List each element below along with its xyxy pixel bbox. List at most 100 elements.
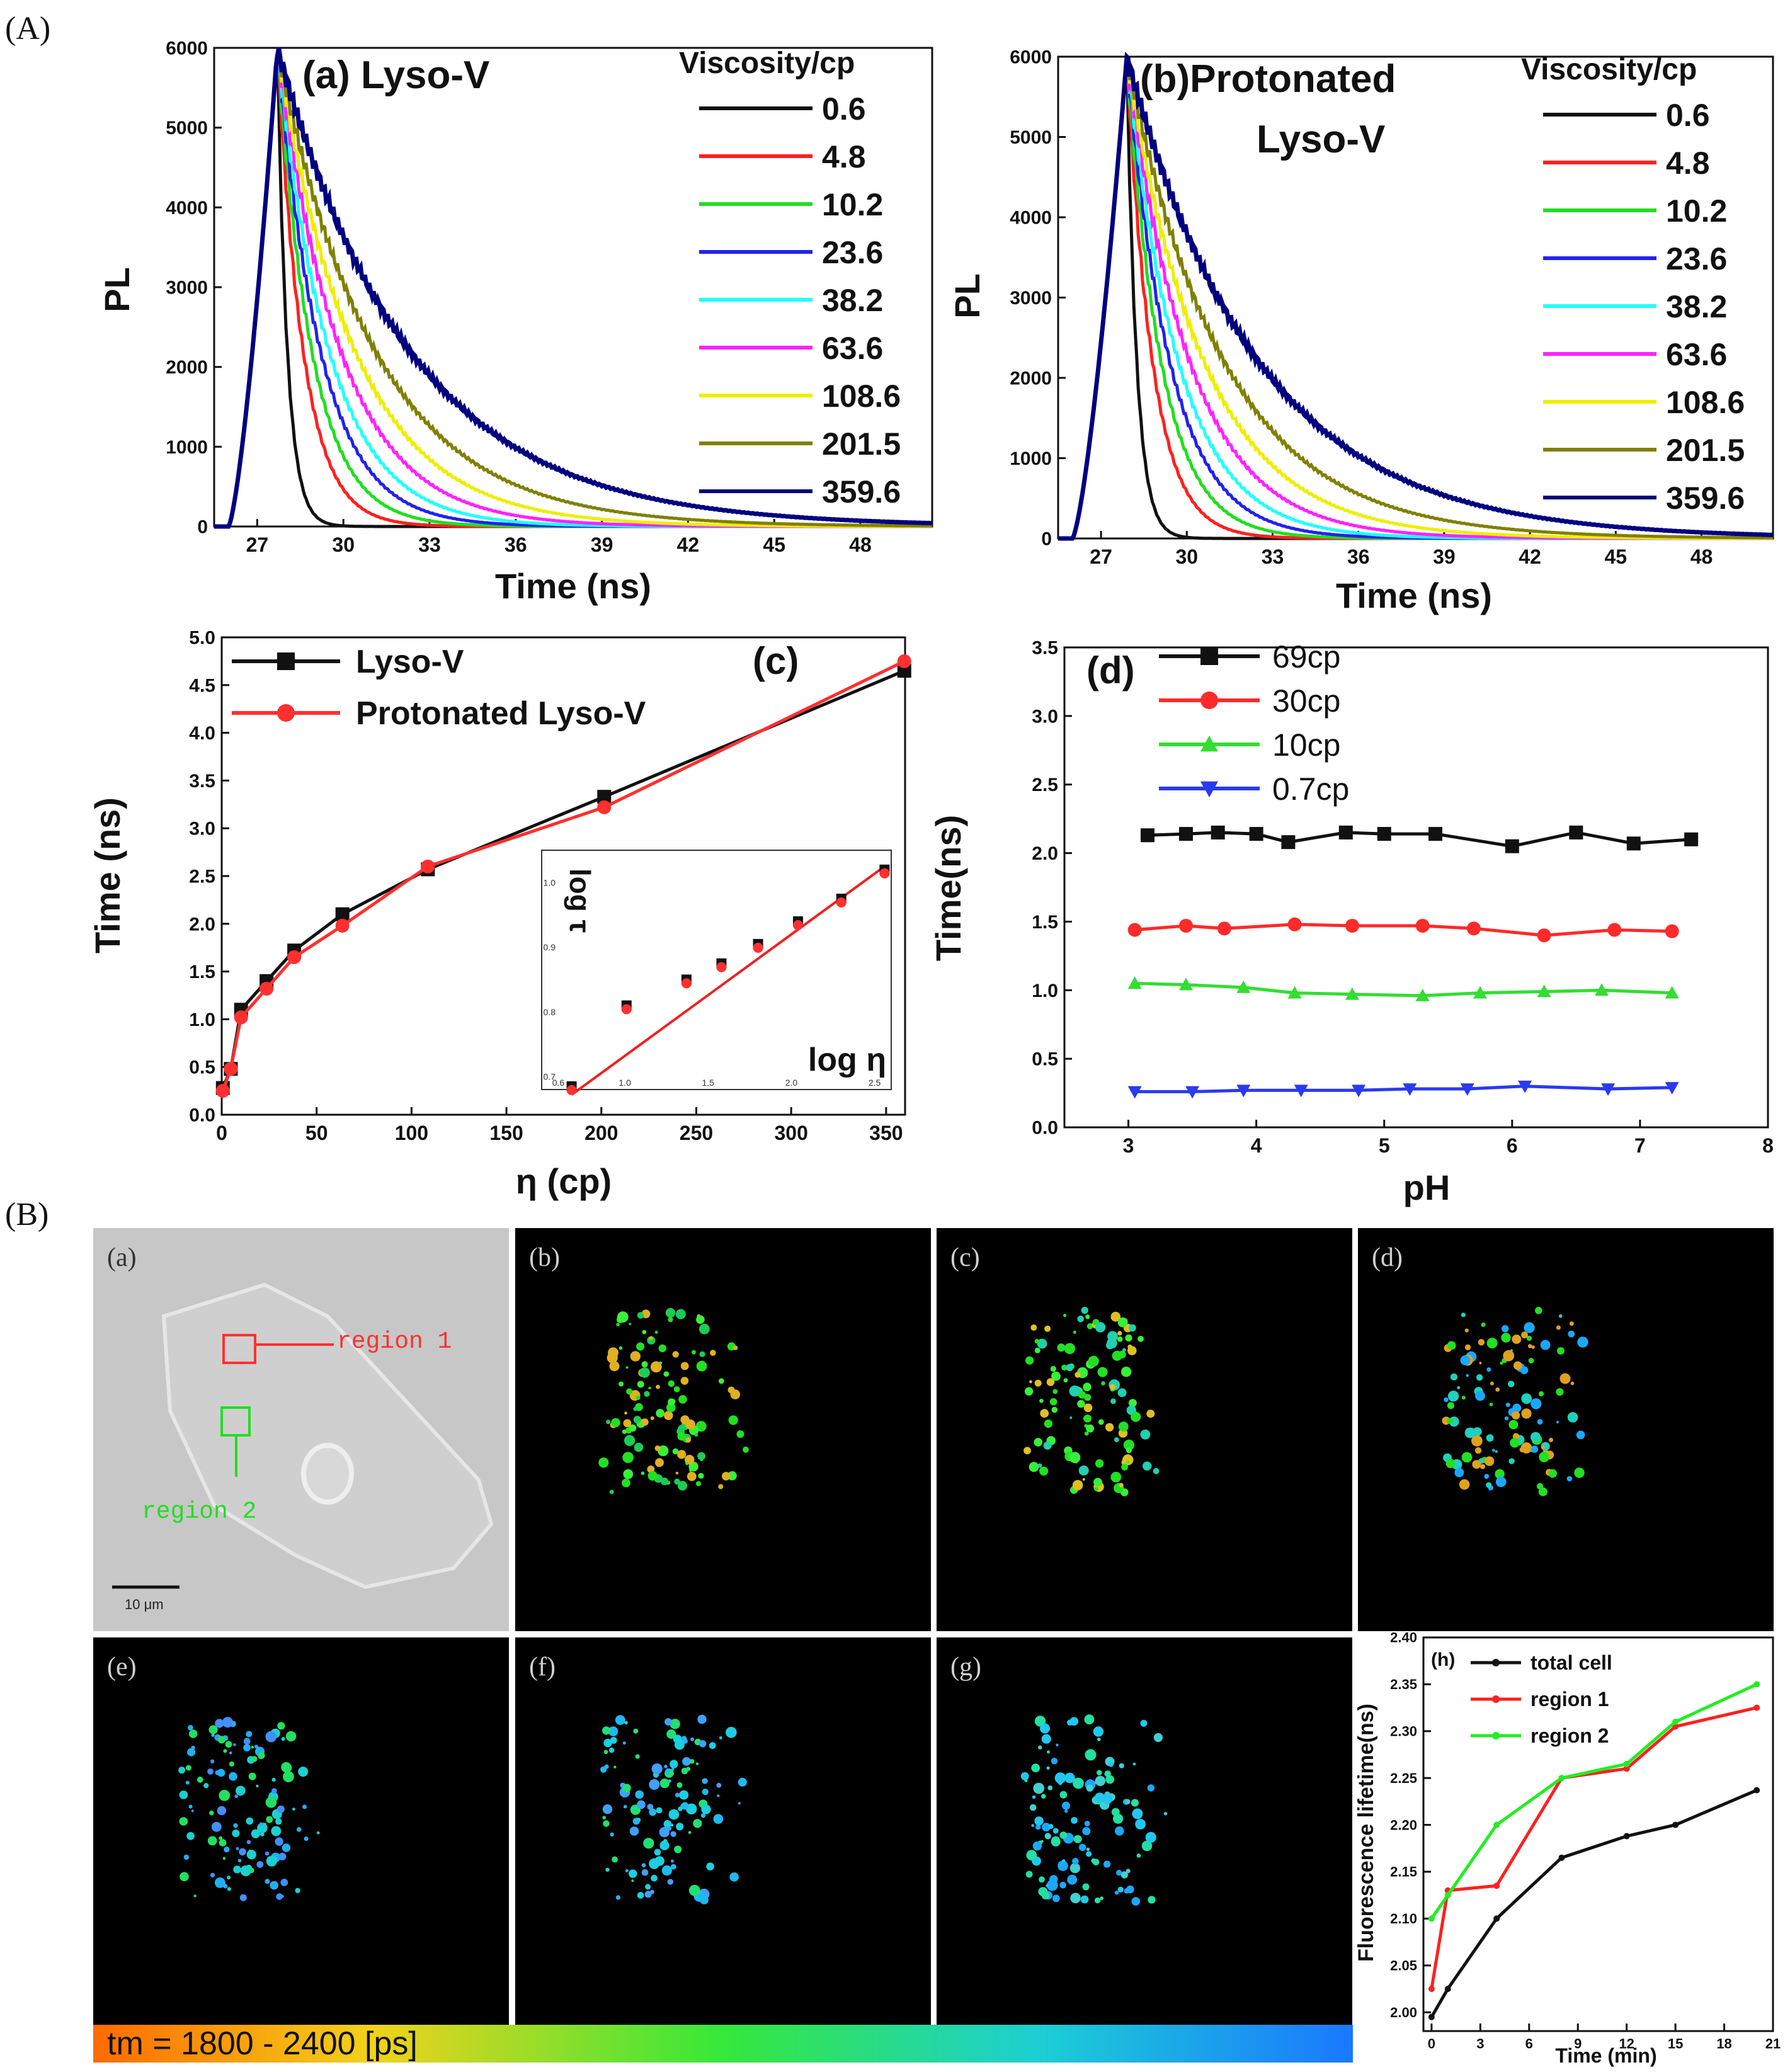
- data-point: [897, 664, 911, 678]
- data-point: [1415, 988, 1430, 1001]
- fluorescence-spot: [1062, 1859, 1066, 1863]
- x-tick-label: 48: [849, 533, 872, 556]
- fluorescence-spot: [678, 1395, 687, 1404]
- fluorescence-spot: [649, 1858, 660, 1869]
- fluorescence-spot: [1040, 1794, 1046, 1799]
- fluorescence-spot: [1097, 1367, 1108, 1377]
- fluorescence-spot: [673, 1386, 680, 1392]
- y-tick-label: 2.40: [1390, 1630, 1417, 1646]
- fluorescence-spot: [641, 1863, 646, 1867]
- fluorescence-spot: [1132, 1762, 1136, 1766]
- chart-h-legend: total cell region 1 region 2: [1471, 1651, 1612, 1747]
- fluorescence-spot: [602, 1726, 611, 1735]
- fluorescence-spot: [1073, 1835, 1082, 1843]
- fluorescence-spot: [689, 1759, 695, 1764]
- fluorescence-spot: [1057, 1343, 1066, 1352]
- fluorescence-spot: [637, 1380, 644, 1388]
- chart-c-legend: Lyso-V Protonated Lyso-V: [232, 644, 646, 732]
- data-point: [1558, 1854, 1565, 1861]
- legend-label-region 1: region 1: [1531, 1688, 1609, 1711]
- fluorescence-spot: [277, 1722, 285, 1730]
- fluorescence-spot: [686, 1803, 697, 1814]
- fluorescence-spot: [1029, 1380, 1032, 1384]
- fluorescence-spot: [718, 1484, 724, 1489]
- fluorescence-spot: [1047, 1785, 1053, 1790]
- fluorescence-spot: [609, 1361, 620, 1372]
- fluorescence-spot: [1081, 1307, 1088, 1314]
- fluorescence-spot: [685, 1437, 691, 1443]
- chart-a-y-ticks: 0 1000 2000 3000 4000 5000 6000: [166, 38, 222, 538]
- fluorescence-spot: [650, 1889, 654, 1894]
- fluorescence-spot: [1540, 1340, 1551, 1350]
- chart-c-inset-xlabel: log η: [808, 1042, 886, 1078]
- fluorescence-spot: [1146, 1409, 1155, 1418]
- data-point: [1428, 827, 1442, 841]
- legend-label-69cp: 69cp: [1272, 639, 1340, 675]
- legend-label-10.2: 10.2: [1666, 193, 1727, 229]
- fluorescence-spot: [1495, 1450, 1498, 1453]
- fluorescence-spot: [276, 1805, 285, 1813]
- data-point: [1141, 828, 1155, 843]
- data-point: [1444, 1986, 1451, 1993]
- data-point: [287, 950, 302, 964]
- fluorescence-spot: [239, 1894, 247, 1901]
- fluorescence-spot: [651, 1874, 658, 1882]
- fluorescence-spot: [633, 1406, 638, 1411]
- data-point: [1444, 1892, 1451, 1899]
- fluorescence-spot: [1066, 1363, 1073, 1372]
- fluorescence-spot: [1574, 1467, 1585, 1478]
- fluorescence-spot: [1549, 1437, 1553, 1442]
- fluorescence-spot: [1484, 1474, 1490, 1479]
- inset-x-tick-label: 0.6: [552, 1078, 565, 1088]
- data-point: [1287, 986, 1302, 999]
- fluorescence-spot: [246, 1731, 253, 1738]
- fluorescence-spot: [625, 1869, 629, 1872]
- fluorescence-spot: [674, 1739, 685, 1750]
- y-tick-label: 2000: [166, 357, 208, 378]
- fluorescence-spot: [1466, 1374, 1469, 1377]
- fluorescence-spot: [1033, 1782, 1044, 1794]
- fluorescence-spot: [1025, 1870, 1033, 1878]
- fluorescence-spot: [695, 1762, 699, 1765]
- fluorescence-spot: [270, 1881, 279, 1890]
- data-point: [1594, 983, 1609, 996]
- fluorescence-spot: [1129, 1324, 1136, 1332]
- fluorescence-spot: [1097, 1738, 1101, 1741]
- fluorescence-spot: [1131, 1897, 1141, 1906]
- chart-h-frame: [1422, 1636, 1774, 2032]
- fluorescence-spot: [706, 1862, 714, 1870]
- fluorescence-spot: [676, 1823, 684, 1831]
- x-tick-label: 5: [1379, 1134, 1390, 1157]
- y-tick-label: 4.5: [189, 675, 215, 696]
- fluorescence-spot: [225, 1741, 232, 1748]
- fluorescence-spot: [1454, 1467, 1464, 1477]
- fluorescence-spot: [302, 1804, 307, 1809]
- fluorescence-spot: [1069, 1416, 1073, 1420]
- x-tick-label: 6: [1525, 2036, 1533, 2052]
- fluorescence-spot: [211, 1821, 222, 1832]
- fluorescence-spot: [295, 1887, 300, 1894]
- fluorescence-spot: [185, 1765, 191, 1771]
- data-point: [1281, 835, 1296, 850]
- fluorescence-spot: [1521, 1331, 1528, 1339]
- fluorescence-spot: [1478, 1339, 1485, 1346]
- fluorescence-spot: [1046, 1378, 1055, 1386]
- fluorescence-spot: [1042, 1823, 1051, 1832]
- fluorescence-spot: [1495, 1387, 1500, 1392]
- fluorescence-spot: [1069, 1386, 1081, 1397]
- fluorescence-image-e: [93, 1637, 509, 2041]
- data-point: [1345, 987, 1359, 1000]
- fluorescence-spot: [1101, 1381, 1105, 1386]
- y-tick-label: 5000: [1010, 127, 1052, 148]
- fluorescence-spot: [1072, 1858, 1079, 1865]
- fluorescence-spot: [680, 1362, 689, 1370]
- fluorescence-spot: [185, 1780, 190, 1785]
- fluorescence-spot: [701, 1804, 711, 1814]
- fluorescence-spot: [1444, 1397, 1449, 1403]
- series-line-69cp: [1147, 831, 1692, 848]
- decay-curve-359.6: [214, 47, 932, 529]
- fluorescence-spot: [1085, 1749, 1097, 1761]
- fluorescence-spot: [1093, 1726, 1104, 1737]
- fluorescence-spot: [1512, 1411, 1520, 1420]
- x-tick-label: 18: [1716, 2036, 1731, 2052]
